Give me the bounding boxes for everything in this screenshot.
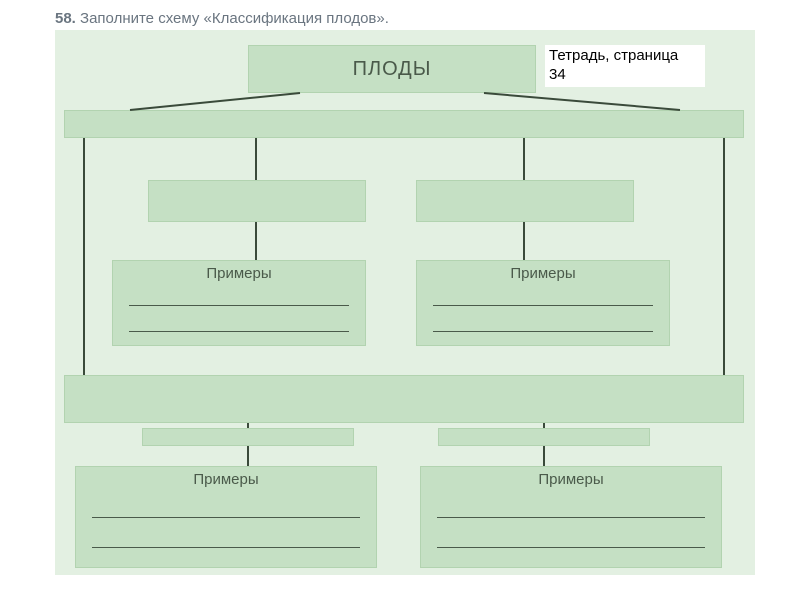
page-note: Тетрадь, страница 34 [545, 45, 705, 87]
task-text: Заполните схему «Классификация плодов». [80, 10, 389, 27]
examples-box-upper-left[interactable]: Примеры [112, 260, 366, 346]
task-number: 58. [55, 10, 76, 27]
write-line [437, 517, 705, 518]
note-line2: 34 [549, 66, 566, 83]
write-line [433, 331, 653, 332]
write-line [129, 305, 349, 306]
root-label: ПЛОДЫ [353, 58, 432, 81]
write-line [437, 547, 705, 548]
sub-bar-left [142, 428, 354, 446]
examples-label: Примеры [113, 265, 365, 282]
write-line [433, 305, 653, 306]
examples-box-lower-right[interactable]: Примеры [420, 466, 722, 568]
examples-label: Примеры [76, 471, 376, 488]
category-box-right[interactable] [416, 180, 634, 222]
examples-box-upper-right[interactable]: Примеры [416, 260, 670, 346]
write-line [92, 517, 360, 518]
examples-label: Примеры [417, 265, 669, 282]
root-box: ПЛОДЫ [248, 45, 536, 93]
write-line [92, 547, 360, 548]
sub-bar-right [438, 428, 650, 446]
level2-bar [64, 375, 744, 423]
category-box-left[interactable] [148, 180, 366, 222]
note-line1: Тетрадь, страница [549, 47, 678, 64]
examples-label: Примеры [421, 471, 721, 488]
task-header: 58. Заполните схему «Классификация плодо… [55, 10, 389, 27]
level1-bar [64, 110, 744, 138]
write-line [129, 331, 349, 332]
examples-box-lower-left[interactable]: Примеры [75, 466, 377, 568]
